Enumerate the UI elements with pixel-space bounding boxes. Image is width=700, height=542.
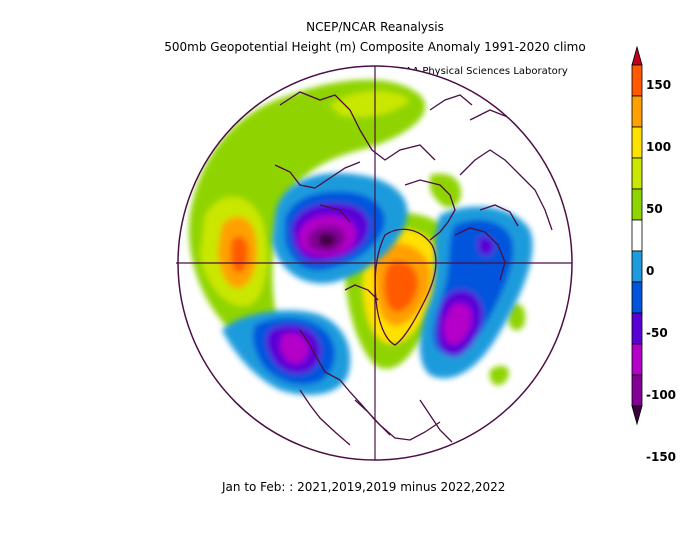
colorbar-bin bbox=[631, 95, 643, 128]
colorbar-bin bbox=[631, 45, 643, 66]
colorbar-label-50: 50 bbox=[646, 202, 663, 216]
colorbar-label-minus150: -150 bbox=[646, 450, 677, 464]
colorbar-label-minus100: -100 bbox=[646, 388, 677, 402]
map-title: NCEP/NCAR Reanalysis bbox=[306, 20, 444, 34]
color-bar bbox=[631, 45, 643, 426]
date-range-caption: Jan to Feb: : 2021,2019,2019 minus 2022,… bbox=[222, 480, 506, 494]
colorbar-bin bbox=[631, 126, 643, 159]
colorbar-bin bbox=[631, 405, 643, 426]
globe-outline bbox=[177, 65, 573, 461]
colorbar-label-150: 150 bbox=[646, 78, 672, 92]
colorbar-bin bbox=[631, 374, 643, 407]
credit-label: NOAA Physical Sciences Laboratory bbox=[390, 66, 568, 77]
colorbar-label-100: 100 bbox=[646, 140, 672, 154]
colorbar-bin bbox=[631, 157, 643, 190]
colorbar-bin bbox=[631, 188, 643, 221]
colorbar-bin bbox=[631, 312, 643, 345]
colorbar-bin bbox=[631, 64, 643, 97]
colorbar-bin bbox=[631, 250, 643, 283]
colorbar-bin bbox=[631, 281, 643, 314]
map-subtitle: 500mb Geopotential Height (m) Composite … bbox=[164, 40, 586, 54]
colorbar-label-0: 0 bbox=[646, 264, 655, 278]
colorbar-bin bbox=[631, 343, 643, 376]
colorbar-bin bbox=[631, 219, 643, 252]
colorbar-label-minus50: -50 bbox=[646, 326, 668, 340]
